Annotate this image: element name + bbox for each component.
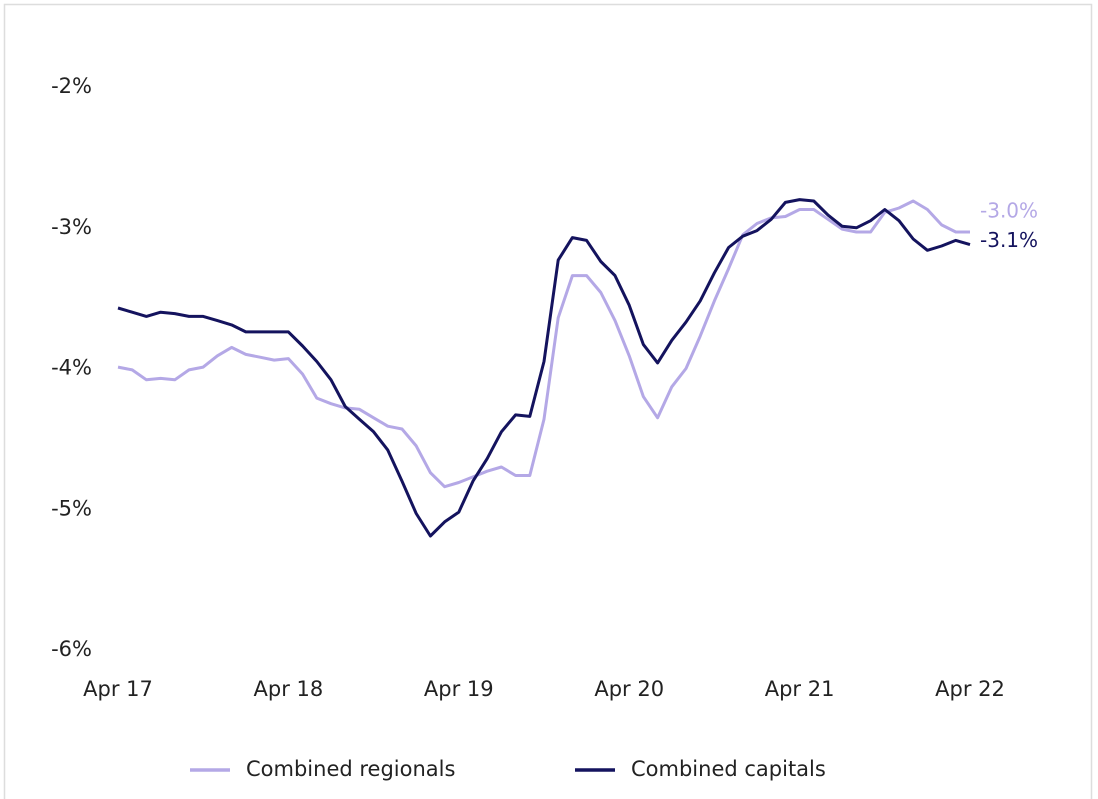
y-tick-label: -2% (51, 74, 92, 98)
series-line (117, 198, 971, 538)
y-tick-label: -3% (51, 215, 92, 239)
series-line (117, 199, 970, 489)
chart-frame (3, 3, 1093, 799)
x-tick-label: Apr 19 (424, 677, 494, 701)
legend-label: Combined capitals (631, 757, 826, 781)
y-tick-label: -4% (51, 356, 92, 380)
y-tick-label: -5% (51, 496, 92, 520)
x-tick-label: Apr 17 (83, 677, 153, 701)
x-tick-label: Apr 21 (765, 677, 835, 701)
legend-label: Combined regionals (246, 757, 455, 781)
value-label: -3.0% (980, 198, 1038, 222)
x-tick-label: Apr 18 (254, 677, 324, 701)
y-tick-label: -6% (51, 637, 92, 661)
x-tick-label: Apr 22 (935, 677, 1005, 701)
value-label: -3.1% (980, 228, 1038, 252)
x-tick-label: Apr 20 (594, 677, 664, 701)
